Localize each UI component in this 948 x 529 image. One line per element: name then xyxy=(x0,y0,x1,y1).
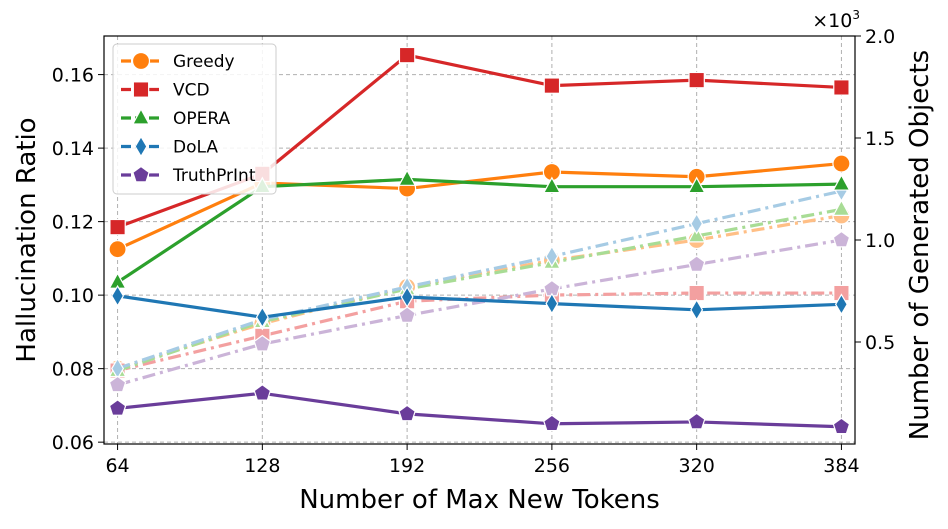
y2-tick-label: 1.5 xyxy=(865,128,895,150)
legend-item-truthprint: TruthPrInt xyxy=(121,165,256,186)
objects-line xyxy=(117,238,842,387)
y-tick-label: 0.08 xyxy=(52,359,94,381)
objects-line xyxy=(117,213,842,371)
ratio-point xyxy=(834,293,848,316)
ratio-point xyxy=(109,218,126,236)
objects-line xyxy=(117,291,842,373)
ratio-point xyxy=(832,173,851,191)
legend-item-greedy: Greedy xyxy=(121,51,235,72)
ratio-series-truthprint xyxy=(108,384,851,435)
objects-point xyxy=(108,375,127,393)
ratio-point xyxy=(545,292,559,315)
x-tick-label: 64 xyxy=(105,455,129,477)
ratio-point xyxy=(832,154,851,173)
y2-tick-label: 1.0 xyxy=(865,230,895,252)
legend-swatch-marker xyxy=(132,81,150,98)
ratio-point xyxy=(687,412,706,430)
ratio-point xyxy=(255,306,269,329)
ratio-point xyxy=(108,240,127,259)
legend-swatch-marker xyxy=(131,51,151,71)
x-tick-label: 128 xyxy=(244,455,280,477)
ratio-point xyxy=(253,384,272,401)
objects-point xyxy=(545,245,559,268)
objects-point xyxy=(832,199,851,216)
y2-tick-label: 2.0 xyxy=(865,26,895,48)
x-tick-label: 256 xyxy=(534,455,570,477)
objects-line xyxy=(117,189,842,371)
legend-label: TruthPrInt xyxy=(172,166,256,186)
y2-axis-label: Number of Generated Objects xyxy=(905,50,935,440)
legend-label: OPERA xyxy=(173,109,230,129)
x-axis-label: Number of Max New Tokens xyxy=(299,485,660,515)
legend-label: VCD xyxy=(173,81,210,101)
objects-point xyxy=(832,230,851,248)
x-tick-label: 192 xyxy=(389,455,425,477)
objects-line xyxy=(117,207,842,373)
y-tick-label: 0.16 xyxy=(52,65,94,87)
y-tick-label: 0.12 xyxy=(52,212,94,234)
legend-swatch-marker xyxy=(131,107,151,125)
objects-point xyxy=(688,284,705,302)
x-tick-label: 384 xyxy=(823,455,859,477)
ratio-point xyxy=(543,77,561,94)
y2-multiplier-base: ×10 xyxy=(812,10,852,32)
objects-series-truthprint xyxy=(108,230,851,393)
x-tick-label: 320 xyxy=(679,455,715,477)
ratio-point xyxy=(542,176,561,194)
y2-tick-label: 0.5 xyxy=(865,332,895,354)
ratio-line xyxy=(117,294,842,319)
y2-multiplier-exponent: 3 xyxy=(852,8,860,22)
legend-swatch-marker xyxy=(132,165,150,183)
ratio-series-dola xyxy=(111,284,848,329)
ratio-point xyxy=(687,176,706,194)
objects-point xyxy=(253,334,272,352)
ratio-point xyxy=(111,284,125,307)
ratio-point xyxy=(398,46,416,64)
ratio-point xyxy=(832,417,851,435)
legend: Greedy VCD OPERA DoLA TruthPrInt xyxy=(112,43,277,195)
ratio-line xyxy=(116,177,842,284)
y-tick-label: 0.06 xyxy=(52,432,94,454)
legend-label: DoLA xyxy=(173,138,218,158)
ratio-line xyxy=(117,391,842,429)
ratio-point xyxy=(833,79,850,96)
legend-item-opera: OPERA xyxy=(121,107,230,129)
legend-item-vcd: VCD xyxy=(121,81,210,101)
ratio-point xyxy=(543,414,561,432)
ratio-point xyxy=(688,71,705,89)
ratio-point xyxy=(398,169,417,186)
grid xyxy=(104,36,855,444)
y2-axis-multiplier: ×103 xyxy=(812,8,860,32)
legend-item-dola: DoLA xyxy=(121,135,218,158)
ratio-point xyxy=(108,399,127,416)
legend-label: Greedy xyxy=(173,52,235,72)
hallucination-ratio-lines xyxy=(108,46,851,435)
objects-point xyxy=(690,212,704,235)
legend-swatch-marker xyxy=(134,135,148,158)
objects-point xyxy=(398,306,416,323)
ratio-point xyxy=(398,404,416,422)
ratio-point xyxy=(690,298,704,321)
y-tick-label: 0.10 xyxy=(52,285,94,307)
y-tick-label: 0.14 xyxy=(52,138,94,160)
legend-box xyxy=(112,43,277,195)
objects-point xyxy=(687,255,706,272)
axes: 64 128 192 256 320 384 0.06 0.08 0.10 0.12 0.14 0.1… xyxy=(52,26,896,477)
ratio-point xyxy=(400,286,414,308)
objects-series-dola xyxy=(111,180,848,380)
objects-series-opera xyxy=(108,199,851,378)
y-axis-label: Hallucination Ratio xyxy=(12,117,42,362)
